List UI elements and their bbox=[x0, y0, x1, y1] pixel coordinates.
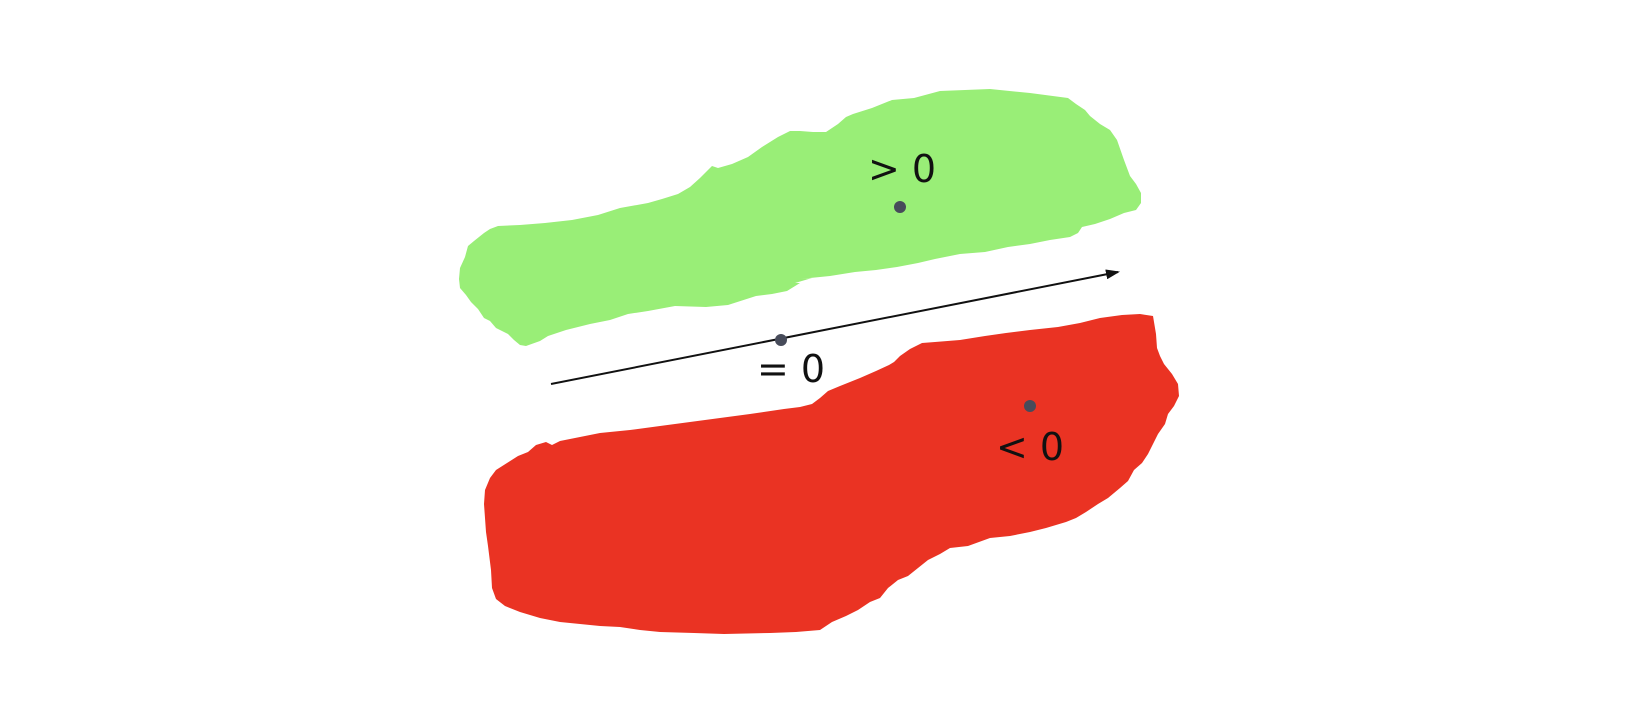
label-positive: > 0 bbox=[868, 147, 936, 191]
negative-region bbox=[484, 314, 1179, 634]
label-negative: < 0 bbox=[996, 425, 1064, 469]
positive-region bbox=[459, 89, 1141, 346]
point-positive bbox=[894, 201, 906, 213]
label-boundary: = 0 bbox=[757, 347, 825, 391]
point-boundary bbox=[775, 334, 787, 346]
decision-boundary-arrow bbox=[550, 269, 1120, 385]
point-negative bbox=[1024, 400, 1036, 412]
